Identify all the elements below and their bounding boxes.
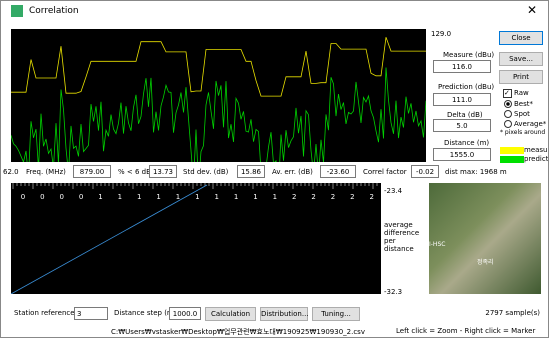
stat-value: 13.73 <box>149 165 177 178</box>
distribution-button[interactable]: Distribution... <box>260 307 308 321</box>
legend-label: measure <box>524 146 549 154</box>
raw-label[interactable]: Raw <box>514 89 529 97</box>
stat-label: Std dev. (dB) <box>183 168 228 176</box>
ruler-label: 0 <box>60 193 64 201</box>
legend-swatch <box>500 156 524 163</box>
ruler-label: 1 <box>118 193 122 201</box>
ruler-label: 2 <box>292 193 296 201</box>
average-label[interactable]: Average* <box>514 120 546 128</box>
station-input[interactable]: 3 <box>74 307 108 320</box>
difference-line <box>11 185 207 294</box>
ruler-label: 1 <box>234 193 238 201</box>
ruler-label: 1 <box>215 193 219 201</box>
ruler-label: 2 <box>370 193 374 201</box>
readout-label: Prediction (dBu) <box>438 83 494 91</box>
ruler-label: 1 <box>273 193 277 201</box>
readout-label: Delta (dB) <box>447 111 483 119</box>
step-input[interactable]: 1000.0 <box>169 307 201 320</box>
stat-label: Av. err. (dB) <box>272 168 313 176</box>
ruler-label: 1 <box>137 193 141 201</box>
diff-caption: average difference per distance <box>384 221 426 253</box>
readout-value: 5.0 <box>433 119 491 132</box>
diff-min-label: -32.3 <box>384 288 402 296</box>
prediction-line <box>11 68 426 163</box>
stat-value: -23.60 <box>320 165 356 178</box>
ruler-label: 1 <box>253 193 257 201</box>
spot-radio[interactable] <box>504 110 512 118</box>
map[interactable]: I-HSC 정족리 <box>429 183 541 294</box>
map-label: 정족리 <box>477 257 494 266</box>
ruler-label: 1 <box>195 193 199 201</box>
calculation-button[interactable]: Calculation <box>205 307 256 321</box>
hint: Left click = Zoom - Right click = Marker <box>396 327 535 335</box>
readout-label: Distance (m) <box>444 139 489 147</box>
stat-value: -0.02 <box>411 165 439 178</box>
station-label: Station reference # <box>14 309 83 317</box>
map-label: I-HSC <box>429 241 445 248</box>
sample-count: 2797 sample(s) <box>485 309 540 317</box>
stat-label: Freq. (MHz) <box>26 168 66 176</box>
ruler-label: 2 <box>331 193 335 201</box>
dist-max: dist max: 1968 m <box>445 168 507 176</box>
pixels-note: * pixels around <box>500 129 545 136</box>
ruler-label: 0 <box>40 193 44 201</box>
average-radio[interactable] <box>504 120 512 128</box>
legend-swatch <box>500 147 524 154</box>
readout-value: 111.0 <box>433 93 491 106</box>
ruler-label: 1 <box>156 193 160 201</box>
tuning-button[interactable]: Tuning... <box>312 307 360 321</box>
step-label: Distance step (m) <box>114 309 176 317</box>
stat-label: % < 6 dB <box>118 168 151 176</box>
app-icon <box>11 5 23 17</box>
ruler-label: 0 <box>21 193 25 201</box>
spot-label[interactable]: Spot <box>514 110 530 118</box>
print-button[interactable]: Print <box>499 70 543 84</box>
close-button[interactable]: Close <box>499 31 543 45</box>
plot-min-label: 62.0 <box>3 168 19 176</box>
best-radio[interactable] <box>504 100 512 108</box>
ruler-label: 0 <box>79 193 83 201</box>
measure-line <box>11 37 426 96</box>
stat-value: 15.86 <box>237 165 265 178</box>
ruler-label: 1 <box>98 193 102 201</box>
stat-label: Correl factor <box>363 168 407 176</box>
file-path: C:₩Users₩vstasker₩Desktop₩업무관련₩효노대₩19092… <box>111 327 365 337</box>
diff-max-label: -23.4 <box>384 187 402 195</box>
plot-max-label: 129.0 <box>431 30 451 38</box>
window-title: Correlation <box>29 6 79 16</box>
readout-label: Measure (dBu) <box>443 51 494 59</box>
correlation-plot[interactable] <box>11 29 426 162</box>
best-label[interactable]: Best* <box>514 100 533 108</box>
close-x[interactable]: ✕ <box>527 3 537 17</box>
window: Correlation ✕ 129.0 Measure (dBu) 116.0 … <box>0 0 549 338</box>
legend-label: prediction <box>524 155 549 163</box>
ruler-label: 2 <box>350 193 354 201</box>
save-button[interactable]: Save... <box>499 52 543 66</box>
raw-checkbox[interactable]: ✓ <box>503 89 512 98</box>
stat-value: 879.00 <box>73 165 111 178</box>
ruler-label: 2 <box>311 193 315 201</box>
readout-value: 1555.0 <box>433 148 491 161</box>
readout-value: 116.0 <box>433 60 491 73</box>
